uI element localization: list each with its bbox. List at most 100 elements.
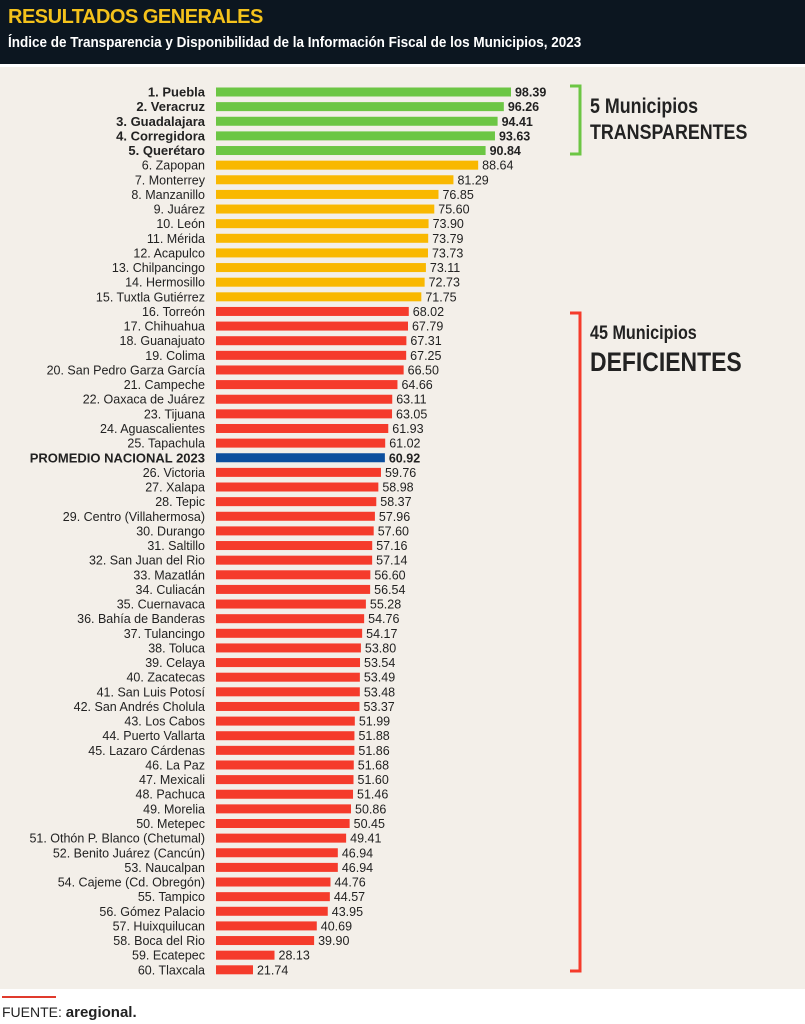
category-label: 26. Victoria	[143, 466, 205, 480]
category-label: 41. San Luis Potosí	[97, 685, 206, 699]
category-label: 27. Xalapa	[145, 481, 205, 495]
bar	[216, 833, 347, 843]
value-label: 44.57	[334, 890, 365, 904]
category-label: 3. Guadalajara	[116, 114, 206, 129]
bar	[216, 306, 409, 316]
value-label: 58.98	[382, 481, 413, 495]
value-label: 57.16	[376, 539, 407, 553]
source-label: FUENTE:	[2, 1004, 62, 1020]
bar	[216, 570, 371, 580]
category-label: 43. Los Cabos	[124, 715, 205, 729]
source-logo: aregional.	[65, 1004, 137, 1021]
category-label: 29. Centro (Villahermosa)	[63, 510, 205, 524]
value-label: 73.11	[430, 261, 460, 275]
category-label: 2. Veracruz	[136, 99, 205, 114]
bar	[216, 819, 350, 828]
category-label: 17. Chihuahua	[124, 320, 205, 334]
bar	[216, 336, 407, 346]
bar	[216, 789, 354, 799]
value-label: 61.93	[392, 422, 423, 436]
bar	[216, 965, 253, 975]
value-label: 63.05	[396, 407, 427, 421]
category-label: 44. Puerto Vallarta	[102, 729, 205, 743]
chart-subtitle: Índice de Transparencia y Disponibilidad…	[8, 35, 582, 51]
bar	[216, 394, 393, 404]
category-label: 40. Zacatecas	[126, 671, 205, 685]
bar	[216, 453, 385, 463]
value-label: 54.17	[366, 627, 397, 641]
bar	[216, 380, 398, 390]
bar	[216, 921, 317, 931]
category-label: 54. Cajeme (Cd. Obregón)	[58, 876, 205, 890]
category-label: 32. San Juan del Rio	[89, 554, 205, 568]
bar	[216, 760, 354, 770]
bar	[216, 745, 355, 755]
value-label: 44.76	[334, 876, 365, 890]
bar	[216, 936, 315, 946]
category-label: 34. Culiacán	[136, 583, 206, 597]
category-label: 6. Zapopan	[142, 159, 205, 173]
bar	[216, 775, 354, 785]
category-label: 10. León	[156, 217, 205, 231]
value-label: 73.79	[432, 232, 463, 246]
category-label: 52. Benito Juárez (Cancún)	[53, 846, 205, 860]
category-label: 20. San Pedro Garza García	[47, 363, 205, 377]
value-label: 71.75	[425, 290, 456, 304]
category-label: 45. Lazaro Cárdenas	[88, 744, 205, 758]
category-label: 4. Corregidora	[116, 128, 206, 143]
category-label: 57. Huixquilucan	[113, 919, 205, 933]
value-label: 58.37	[380, 495, 411, 509]
bar	[216, 497, 377, 507]
value-label: 21.74	[257, 963, 288, 977]
bar	[216, 526, 374, 536]
category-label: 28. Tepic	[155, 495, 205, 509]
category-label: 53. Naucalpan	[124, 861, 205, 875]
bar	[216, 160, 479, 170]
bar	[216, 555, 373, 565]
deficient-count: 45 Municipios	[590, 323, 697, 344]
category-label: 55. Tampico	[138, 890, 205, 904]
bar	[216, 146, 486, 156]
bar	[216, 365, 404, 375]
bar	[216, 906, 328, 916]
value-label: 57.96	[379, 510, 410, 524]
value-label: 51.88	[358, 729, 389, 743]
category-label: 7. Monterrey	[135, 173, 206, 187]
transparent-bracket	[570, 84, 582, 156]
value-label: 98.39	[515, 86, 546, 100]
bar	[216, 175, 454, 185]
value-label: 50.86	[355, 802, 386, 816]
bar	[216, 716, 355, 726]
footer-rule	[2, 996, 56, 998]
bar	[216, 541, 373, 551]
value-label: 54.76	[368, 612, 399, 626]
bar	[216, 423, 389, 433]
value-label: 63.11	[396, 393, 426, 407]
chart-title: RESULTADOS GENERALES	[8, 6, 263, 28]
category-label: 49. Morelia	[143, 802, 205, 816]
value-label: 76.85	[442, 188, 473, 202]
category-label: 24. Aguascalientes	[100, 422, 205, 436]
value-label: 51.46	[357, 788, 388, 802]
category-label: 22. Oaxaca de Juárez	[83, 393, 205, 407]
value-label: 53.54	[364, 656, 395, 670]
bar	[216, 219, 429, 229]
value-label: 67.25	[410, 349, 441, 363]
value-label: 56.54	[374, 583, 405, 597]
bar	[216, 950, 275, 960]
bar	[216, 658, 361, 668]
value-label: 51.86	[358, 744, 389, 758]
deficient-bracket	[570, 311, 582, 973]
bar	[216, 599, 366, 609]
category-label: 31. Saltillo	[147, 539, 205, 553]
bar	[216, 701, 360, 711]
category-label: 58. Boca del Rio	[113, 934, 205, 948]
bar	[216, 102, 504, 112]
category-label: 37. Tulancingo	[124, 627, 205, 641]
category-label: 38. Toluca	[148, 641, 205, 655]
value-label: 39.90	[318, 934, 349, 948]
bar	[216, 672, 360, 682]
category-label: 16. Torreón	[142, 305, 205, 319]
value-label: 73.90	[433, 217, 464, 231]
bar	[216, 892, 330, 902]
